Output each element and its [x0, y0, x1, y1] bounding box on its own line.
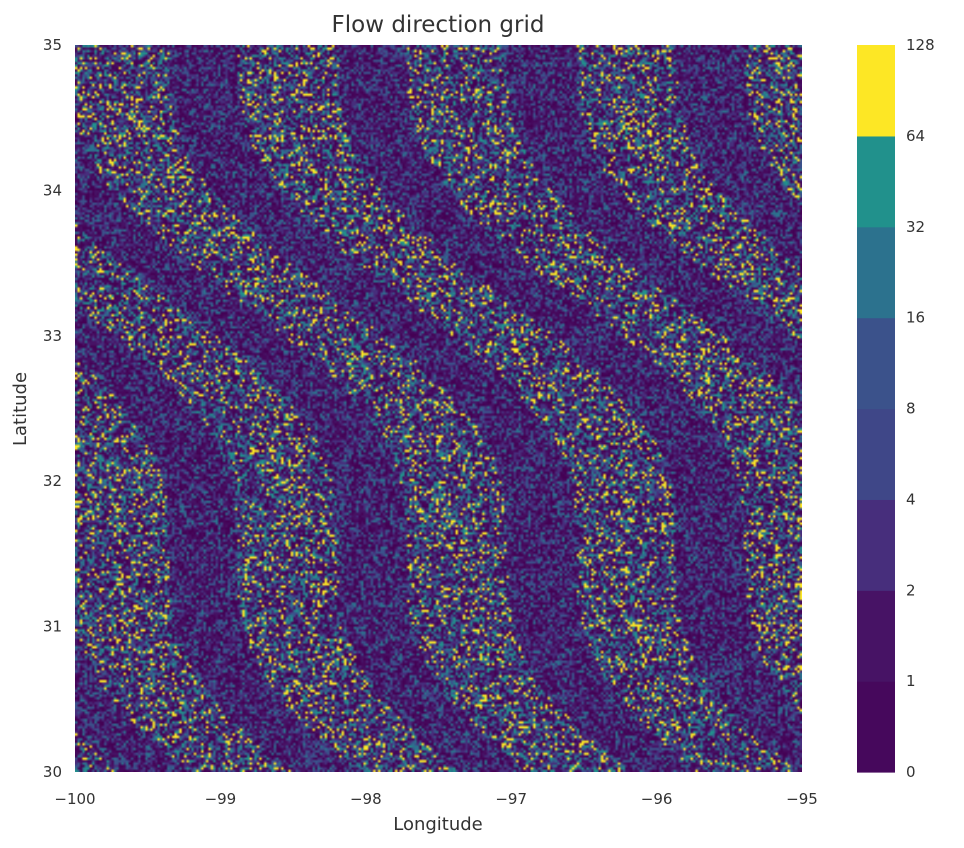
y-tick-label: 32	[43, 472, 62, 490]
colorbar-band	[857, 45, 895, 137]
y-axis: 30 31 32 33 34 35	[43, 36, 62, 781]
x-axis: −100 −99 −98 −97 −96 −95	[54, 790, 817, 808]
colorbar-tick-label: 2	[906, 581, 916, 599]
colorbar-tick-label: 0	[906, 763, 916, 781]
y-tick-label: 30	[43, 763, 62, 781]
chart-title: Flow direction grid	[332, 12, 545, 38]
x-tick-label: −95	[786, 790, 818, 808]
colorbar-band	[857, 590, 895, 682]
colorbar: 0 1 2 4 8 16 32 64 128	[857, 36, 935, 781]
colorbar-band	[857, 408, 895, 500]
x-tick-label: −98	[350, 790, 382, 808]
colorbar-tick-label: 128	[906, 36, 935, 54]
x-tick-label: −100	[54, 790, 95, 808]
y-tick-label: 35	[43, 36, 62, 54]
colorbar-tick-label: 4	[906, 490, 916, 508]
x-tick-label: −97	[495, 790, 527, 808]
colorbar-tick-label: 64	[906, 127, 925, 145]
y-axis-label: Latitude	[10, 372, 31, 446]
y-tick-label: 31	[43, 618, 62, 636]
y-tick-label: 33	[43, 327, 62, 345]
colorbar-tick-label: 8	[906, 400, 916, 418]
y-tick-label: 34	[43, 181, 62, 199]
colorbar-band	[857, 226, 895, 319]
heatmap-cells	[75, 45, 802, 772]
x-tick-label: −99	[205, 790, 237, 808]
heatmap-plot-area	[75, 45, 802, 772]
colorbar-band	[857, 681, 895, 773]
x-axis-label: Longitude	[393, 814, 483, 835]
colorbar-tick-label: 16	[906, 309, 925, 327]
colorbar-band	[857, 317, 895, 410]
colorbar-tick-label: 1	[906, 672, 916, 690]
colorbar-tick-label: 32	[906, 218, 925, 236]
colorbar-band	[857, 135, 895, 228]
x-tick-label: −96	[641, 790, 673, 808]
colorbar-band	[857, 499, 895, 591]
